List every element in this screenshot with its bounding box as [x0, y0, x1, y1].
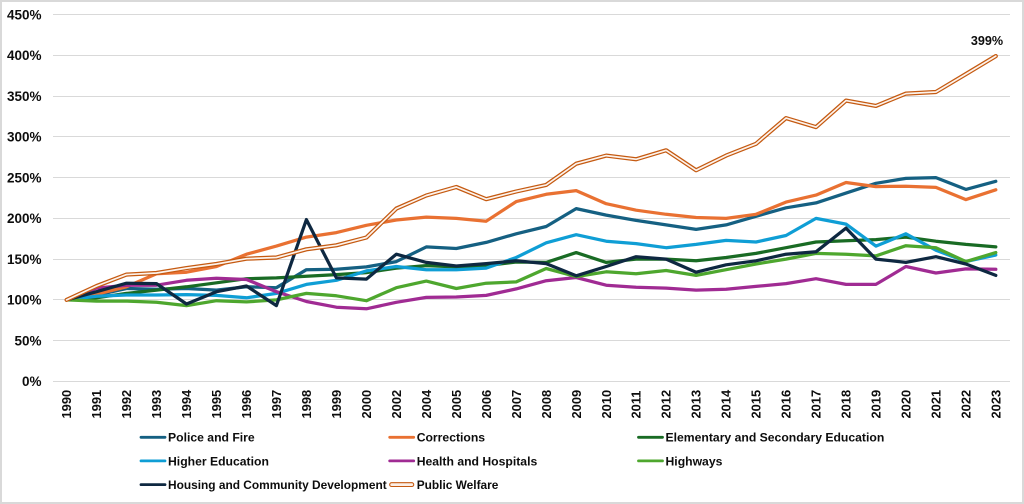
svg-text:2019: 2019 [869, 390, 884, 419]
svg-text:1999: 1999 [329, 390, 344, 419]
svg-text:0%: 0% [22, 374, 42, 389]
svg-text:2021: 2021 [929, 390, 944, 419]
svg-text:2018: 2018 [839, 390, 854, 419]
svg-text:1994: 1994 [179, 389, 194, 419]
svg-text:2008: 2008 [539, 390, 554, 419]
svg-text:399%: 399% [971, 34, 1003, 48]
svg-text:2009: 2009 [569, 390, 584, 419]
svg-text:Police and Fire: Police and Fire [168, 431, 255, 445]
svg-text:1992: 1992 [119, 390, 134, 419]
svg-text:2015: 2015 [749, 390, 764, 419]
svg-text:1990: 1990 [59, 390, 74, 419]
svg-text:350%: 350% [7, 89, 42, 104]
svg-text:2017: 2017 [809, 390, 824, 419]
svg-text:2020: 2020 [899, 390, 914, 419]
svg-text:2016: 2016 [779, 390, 794, 419]
svg-text:2002: 2002 [389, 390, 404, 419]
svg-text:150%: 150% [7, 252, 42, 267]
svg-text:1991: 1991 [89, 390, 104, 419]
svg-text:50%: 50% [14, 333, 41, 348]
svg-text:2014: 2014 [719, 389, 734, 419]
svg-text:250%: 250% [7, 170, 42, 185]
svg-text:2023: 2023 [988, 390, 1003, 419]
svg-text:1998: 1998 [299, 390, 314, 419]
svg-text:1995: 1995 [209, 390, 224, 419]
svg-text:2011: 2011 [629, 391, 644, 419]
svg-text:400%: 400% [7, 48, 42, 63]
svg-text:2005: 2005 [449, 390, 464, 419]
svg-text:2012: 2012 [659, 390, 674, 419]
svg-text:Health and Hospitals: Health and Hospitals [417, 454, 538, 468]
svg-text:Housing and Community Developm: Housing and Community Development [168, 478, 387, 492]
svg-text:Corrections: Corrections [417, 431, 486, 445]
svg-text:Public Welfare: Public Welfare [417, 478, 499, 492]
svg-text:2000: 2000 [359, 390, 374, 419]
svg-text:Elementary and Secondary Educa: Elementary and Secondary Education [666, 431, 885, 445]
svg-text:200%: 200% [7, 211, 42, 226]
svg-text:100%: 100% [7, 293, 42, 308]
svg-text:2004: 2004 [419, 389, 434, 419]
svg-text:2007: 2007 [509, 390, 524, 419]
svg-text:300%: 300% [7, 130, 42, 145]
svg-text:2006: 2006 [479, 390, 494, 419]
svg-text:1993: 1993 [149, 390, 164, 419]
svg-text:Higher Education: Higher Education [168, 454, 269, 468]
svg-text:2022: 2022 [959, 390, 974, 419]
svg-text:1997: 1997 [269, 390, 284, 419]
svg-text:1996: 1996 [239, 390, 254, 419]
svg-text:2013: 2013 [689, 390, 704, 419]
svg-text:Highways: Highways [666, 454, 723, 468]
svg-text:450%: 450% [7, 7, 42, 22]
svg-text:2010: 2010 [599, 390, 614, 419]
